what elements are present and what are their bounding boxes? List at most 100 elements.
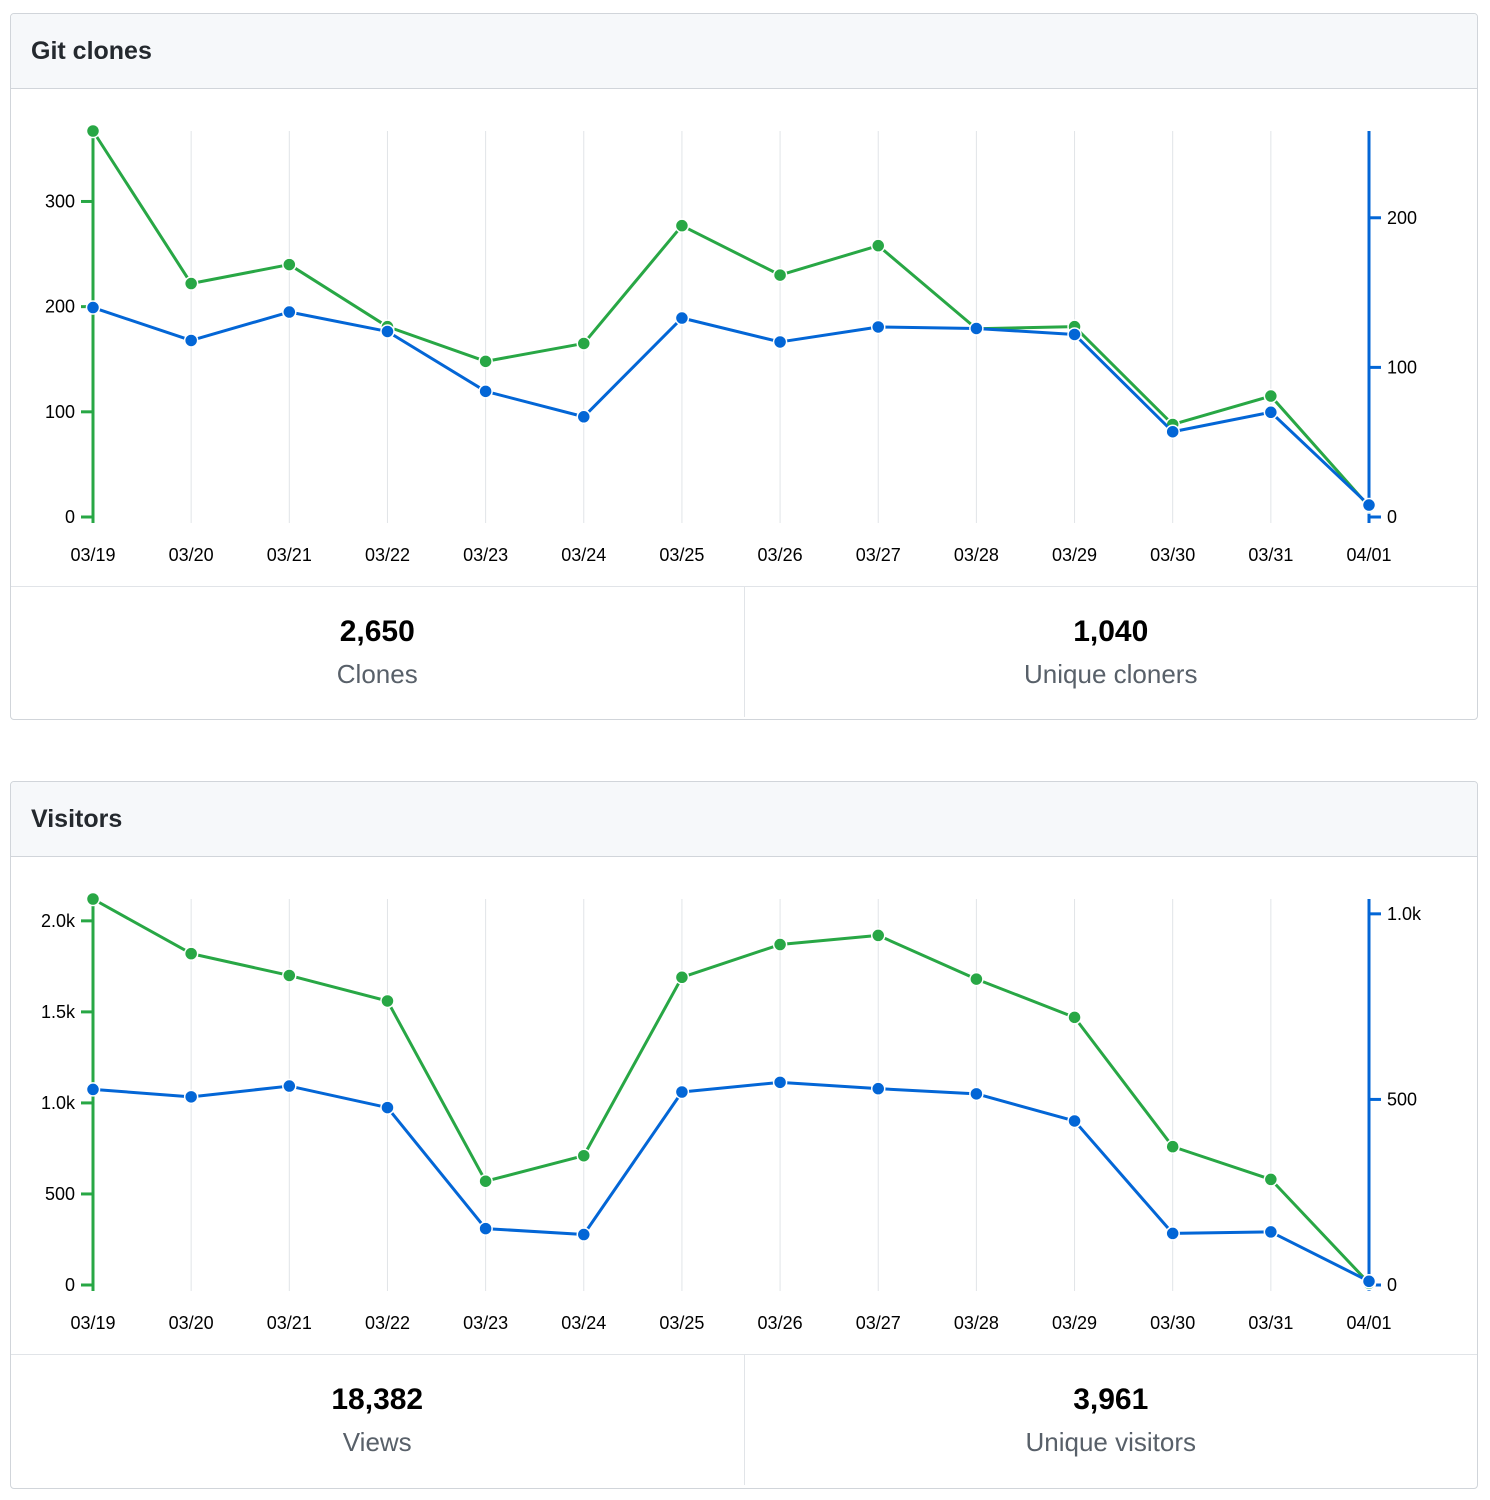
visitors-series-unique-visitors-point: [478, 1221, 493, 1236]
git-clones-chart: 0 100 200 300 0 100 200 03/19 03/20 03/21 03/22 03/…: [11, 89, 1477, 587]
visitors-x-tick-label: 03/19: [70, 1313, 115, 1333]
git-clones-panel: Git clones 0 100 200 300 0 100 200 03/19 03/20 03…: [10, 13, 1478, 720]
clones-series-clones-point: [576, 336, 592, 351]
visitors-series-unique-visitors-point: [85, 1082, 101, 1097]
clones-right-tick-label: 0: [1387, 507, 1397, 527]
clones-series-clones-line: [91, 130, 1371, 508]
clones-left-tick-label: 200: [45, 297, 75, 317]
visitors-series-views-point: [969, 971, 984, 987]
visitors-title: Visitors: [31, 804, 123, 833]
clones-x-tick-label: 03/27: [856, 545, 901, 565]
visitors-x-tick-label: 03/30: [1150, 1313, 1195, 1333]
visitors-left-tick-label: 0: [65, 1275, 75, 1295]
clones-right-tick-label: 200: [1387, 208, 1417, 228]
visitors-series-views-point: [1263, 1172, 1279, 1187]
clones-series-unique-cloners-line: [92, 306, 1371, 507]
clones-x-tick-label: 03/21: [267, 545, 312, 565]
visitors-left-tick-label: 500: [45, 1184, 75, 1204]
clones-series-clones-point: [183, 276, 199, 291]
visitors-series-views-point: [870, 928, 886, 943]
visitors-series-unique-visitors-line: [92, 1080, 1370, 1283]
clones-x-tick-label: 03/23: [463, 545, 508, 565]
clones-series-unique-cloners-point: [478, 384, 493, 399]
visitors-left-tick-label: 1.5k: [41, 1002, 76, 1022]
visitors-series-unique-visitors-point: [969, 1086, 984, 1102]
visitors-series-views-point: [772, 937, 788, 952]
clones-left-tick-label: 100: [45, 402, 75, 422]
visitors-right-tick-label: 500: [1387, 1089, 1417, 1109]
clones-series-unique-cloners-point: [969, 321, 984, 336]
clones-series-unique-cloners-point: [1361, 497, 1377, 513]
visitors-series-views-point: [1165, 1139, 1180, 1154]
clones-x-tick-label: 03/31: [1248, 545, 1293, 565]
visitors-panel: Visitors 0 500 1.0k 1.5k 2.0k 0 500 1.0k 03/19 03…: [10, 781, 1478, 1489]
visitors-x-tick-label: 03/23: [463, 1313, 508, 1333]
clones-series-unique-cloners-point: [1165, 424, 1180, 439]
unique-visitors-label: Unique visitors: [1025, 1427, 1196, 1457]
visitors-series-unique-visitors-point: [772, 1075, 788, 1090]
visitors-x-tick-label: 03/25: [659, 1313, 704, 1333]
visitors-chart-svg: 0 500 1.0k 1.5k 2.0k 0 500 1.0k 03/19 03/20 03/21 0…: [41, 891, 1422, 1333]
unique-visitors-stat: 3,961 Unique visitors: [743, 1355, 1478, 1485]
unique-cloners-label: Unique cloners: [1024, 659, 1198, 689]
clones-series-unique-cloners-point: [183, 333, 199, 348]
visitors-series-views-line: [92, 897, 1371, 1285]
visitors-stats: 18,382 Views 3,961 Unique visitors: [11, 1355, 1477, 1485]
visitors-right-tick-label: 1.0k: [1387, 904, 1422, 924]
clones-label: Clones: [336, 659, 418, 689]
clones-x-tick-label: 03/20: [169, 545, 214, 565]
clones-x-tick-label: 03/22: [365, 545, 410, 565]
clones-series-unique-cloners-point: [380, 324, 395, 339]
visitors-series-unique-visitors-point: [380, 1100, 395, 1115]
clones-count: 2,650: [339, 615, 415, 648]
visitors-series-unique-visitors-point: [1263, 1224, 1279, 1240]
clones-stat: 2,650 Clones: [11, 587, 744, 717]
visitors-series-views-point: [85, 891, 101, 907]
visitors-x-tick-label: 03/26: [758, 1313, 803, 1333]
visitors-x-tick-label: 03/22: [365, 1313, 410, 1333]
git-clones-title: Git clones: [31, 36, 152, 65]
git-clones-stats: 2,650 Clones 1,040 Unique cloners: [11, 587, 1477, 717]
clones-left-tick-label: 0: [65, 507, 75, 527]
clones-series-unique-cloners-point: [576, 409, 592, 425]
visitors-left-tick-label: 1.0k: [41, 1093, 76, 1113]
clones-series-unique-cloners-point: [85, 300, 101, 315]
visitors-series-unique-visitors-point: [1361, 1274, 1377, 1289]
views-count: 18,382: [331, 1383, 424, 1416]
visitors-series-unique-visitors-point: [1067, 1113, 1082, 1129]
git-clones-chart-svg: 0 100 200 300 0 100 200 03/19 03/20 03/21 03/22 03/…: [45, 123, 1417, 565]
visitors-series-views-point: [282, 968, 297, 983]
visitors-x-tick-label: 03/29: [1052, 1313, 1097, 1333]
visitors-series-views-point: [674, 970, 690, 985]
unique-visitors-count: 3,961: [1073, 1383, 1149, 1416]
clones-x-tick-label: 03/28: [954, 545, 999, 565]
clones-x-tick-label: 03/19: [70, 545, 115, 565]
clones-left-tick-label: 300: [45, 191, 75, 211]
visitors-series-views-point: [576, 1148, 592, 1163]
clones-x-tick-label: 03/29: [1052, 545, 1097, 565]
clones-series-unique-cloners-point: [282, 304, 297, 320]
views-label: Views: [342, 1427, 412, 1457]
visitors-series-unique-visitors-point: [1165, 1226, 1180, 1241]
visitors-x-tick-label: 03/21: [267, 1313, 312, 1333]
visitors-header: Visitors: [11, 782, 1477, 857]
unique-cloners-stat: 1,040 Unique cloners: [743, 587, 1478, 717]
clones-series-clones-point: [282, 257, 297, 272]
clones-series-clones-point: [1263, 388, 1279, 404]
clones-series-unique-cloners-point: [674, 310, 690, 326]
visitors-x-tick-label: 03/28: [954, 1313, 999, 1333]
visitors-series-views-point: [183, 946, 199, 961]
visitors-series-views-point: [1067, 1010, 1082, 1025]
clones-x-tick-label: 03/26: [758, 545, 803, 565]
clones-series-clones-point: [772, 267, 788, 283]
clones-series-clones-point: [478, 354, 493, 369]
clones-series-unique-cloners-point: [1263, 405, 1279, 420]
visitors-x-tick-label: 03/27: [856, 1313, 901, 1333]
clones-right-tick-label: 100: [1387, 357, 1417, 377]
visitors-right-tick-label: 0: [1387, 1275, 1397, 1295]
visitors-series-unique-visitors-point: [183, 1089, 199, 1105]
visitors-left-tick-label: 2.0k: [41, 911, 76, 931]
clones-x-tick-label: 04/01: [1346, 545, 1391, 565]
clones-x-tick-label: 03/25: [659, 545, 704, 565]
git-clones-header: Git clones: [11, 14, 1477, 89]
